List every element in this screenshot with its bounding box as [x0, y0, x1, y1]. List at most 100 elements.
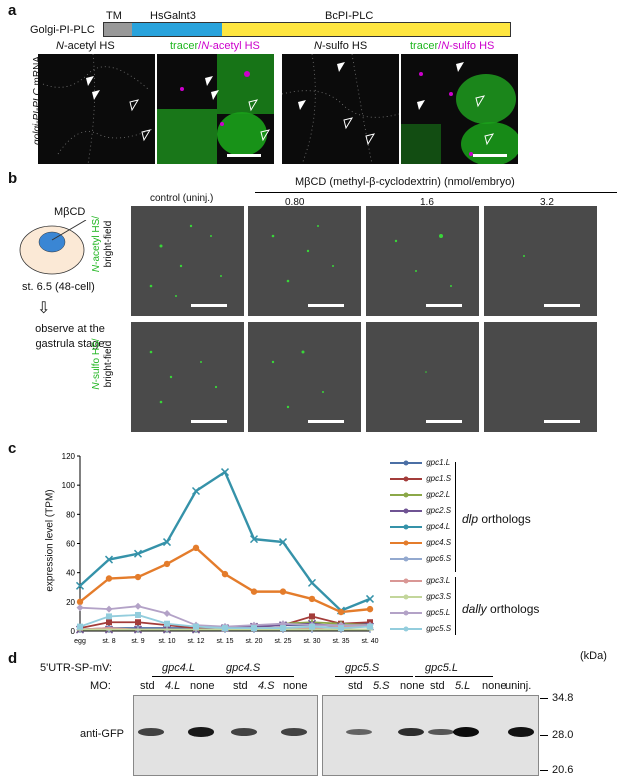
legend-item: gpc1.L: [388, 458, 450, 468]
legend-label: gpc5.L: [424, 608, 451, 618]
legend-item: gpc2.L: [388, 490, 450, 500]
micrograph-sulfo: [282, 54, 399, 164]
y-tick-label: 40: [66, 569, 75, 578]
bcpi-plc-domain: [222, 23, 510, 36]
embryo-diagram: [19, 220, 87, 275]
data-point-gpc5.L: [134, 602, 142, 610]
data-point-gpc4.S: [192, 544, 200, 552]
legend-item: gpc5.S: [388, 624, 451, 634]
mbcd-label: MβCD: [54, 206, 86, 218]
data-point-gpc4.L: [162, 538, 172, 547]
blot-right: [322, 695, 539, 776]
data-point-gpc4.S: [308, 595, 316, 603]
blot-lane-label: std: [140, 680, 155, 692]
legend-swatch-marker: [403, 492, 409, 498]
legend-swatch-marker: [403, 578, 409, 584]
dally-group-label: dally orthologs: [462, 602, 540, 616]
panel-b-letter: b: [8, 170, 18, 187]
legend-swatch-marker: [403, 460, 409, 466]
x-tick-label: st. 12: [187, 638, 204, 645]
y-tick-label: 100: [62, 481, 76, 490]
bf-acetyl-080: [248, 206, 361, 316]
blot-band: [346, 728, 372, 736]
panel-c-letter: c: [8, 440, 17, 457]
blot-lane-label: none: [482, 680, 507, 692]
x-tick-label: egg: [74, 638, 86, 645]
legend-label: gpc3.S: [424, 592, 452, 602]
marker-348: 34.8: [552, 692, 574, 704]
blot-group-label: gpc5.S: [345, 662, 380, 674]
dlp-group-label: dlp orthologs: [462, 512, 531, 526]
marker-280: 28.0: [552, 729, 574, 741]
data-point-gpc5.S: [367, 623, 373, 630]
data-point-gpc5.S: [193, 623, 199, 630]
data-point-gpc5.S: [106, 613, 112, 620]
x-tick-label: st. 25: [274, 638, 291, 645]
data-point-gpc4.L: [220, 468, 230, 477]
blot-group-label: gpc4.S: [226, 662, 261, 674]
legend-item: gpc4.S: [388, 538, 451, 548]
legend-label: gpc1.L: [424, 458, 451, 468]
data-point-gpc1.S: [106, 619, 112, 626]
legend-swatch: [390, 492, 422, 498]
data-point-gpc5.L: [76, 604, 84, 612]
legend-swatch: [390, 476, 422, 482]
col-label-control: control (uninj.): [150, 193, 214, 204]
data-point-gpc4.L: [249, 535, 259, 544]
dally-bracket: [455, 577, 456, 635]
bf-sulfo-control: [131, 322, 244, 432]
data-point-gpc4.S: [134, 573, 142, 581]
blot-lane-label: 4.S: [258, 680, 275, 692]
legend-swatch: [390, 460, 422, 466]
panel-a-letter: a: [8, 2, 17, 19]
legend-item: gpc3.L: [388, 576, 450, 586]
treatment-bracket: [255, 192, 617, 193]
x-tick-label: st. 15: [216, 638, 233, 645]
row-label-sulfo: N-sulfo HS/bright-field: [91, 338, 114, 390]
x-tick-label: st. 30: [303, 638, 320, 645]
col-label-32: 3.2: [540, 197, 554, 208]
expression-chart: 0 20 40 60 80 100 120 egg st. 8 st. 9 st. 10 st. 12…: [62, 452, 379, 645]
blot-group-label: gpc5.L: [425, 662, 459, 674]
data-point-gpc5.S: [222, 625, 228, 632]
blot-lane-label: 4.L: [165, 680, 181, 692]
blot-lane-label: none: [190, 680, 215, 692]
marker-tick: [540, 735, 548, 736]
blot-band: [398, 727, 424, 737]
treatment-title: MβCD (methyl-β-cyclodextrin) (nmol/embry…: [295, 176, 515, 188]
arrowhead-open: [141, 129, 152, 142]
x-tick-label: st. 40: [361, 638, 378, 645]
scale-bar: [473, 154, 507, 157]
legend-swatch: [390, 610, 422, 616]
blot-group-underline: [216, 676, 294, 677]
down-arrow-icon: ⇩: [37, 300, 51, 317]
y-tick-label: 60: [66, 540, 75, 549]
blot-band: [508, 727, 534, 737]
kda-label: (kDa): [580, 650, 607, 662]
legend-swatch-marker: [403, 610, 409, 616]
legend-swatch: [390, 594, 422, 600]
micrograph-acetyl: [38, 54, 155, 164]
data-point-gpc5.L: [163, 610, 171, 617]
data-point-gpc4.L: [278, 538, 288, 547]
blot-lane-label: std: [233, 680, 248, 692]
legend-item: gpc2.S: [388, 506, 451, 516]
observe-label: observe at the gastrula stage: [35, 323, 105, 350]
arrowhead-open: [129, 99, 140, 112]
data-point-gpc5.S: [135, 611, 141, 618]
data-point-gpc5.S: [251, 625, 257, 632]
blot-band: [453, 727, 479, 737]
marker-tick: [540, 698, 548, 699]
legend-swatch-marker: [403, 556, 409, 562]
arrowhead-filled: [92, 90, 100, 100]
legend-label: gpc2.L: [424, 490, 451, 500]
micrograph-tracer-sulfo: [401, 54, 518, 164]
data-point-gpc4.L: [365, 594, 375, 603]
blot-group-underline: [152, 676, 230, 677]
micrograph-tracer-acetyl: [157, 54, 274, 164]
legend-swatch: [390, 626, 422, 632]
x-tick-label: st. 10: [158, 638, 175, 645]
blot-group-label: gpc4.L: [162, 662, 196, 674]
blot-lane-label: std: [430, 680, 445, 692]
panel-d-letter: d: [8, 650, 18, 667]
